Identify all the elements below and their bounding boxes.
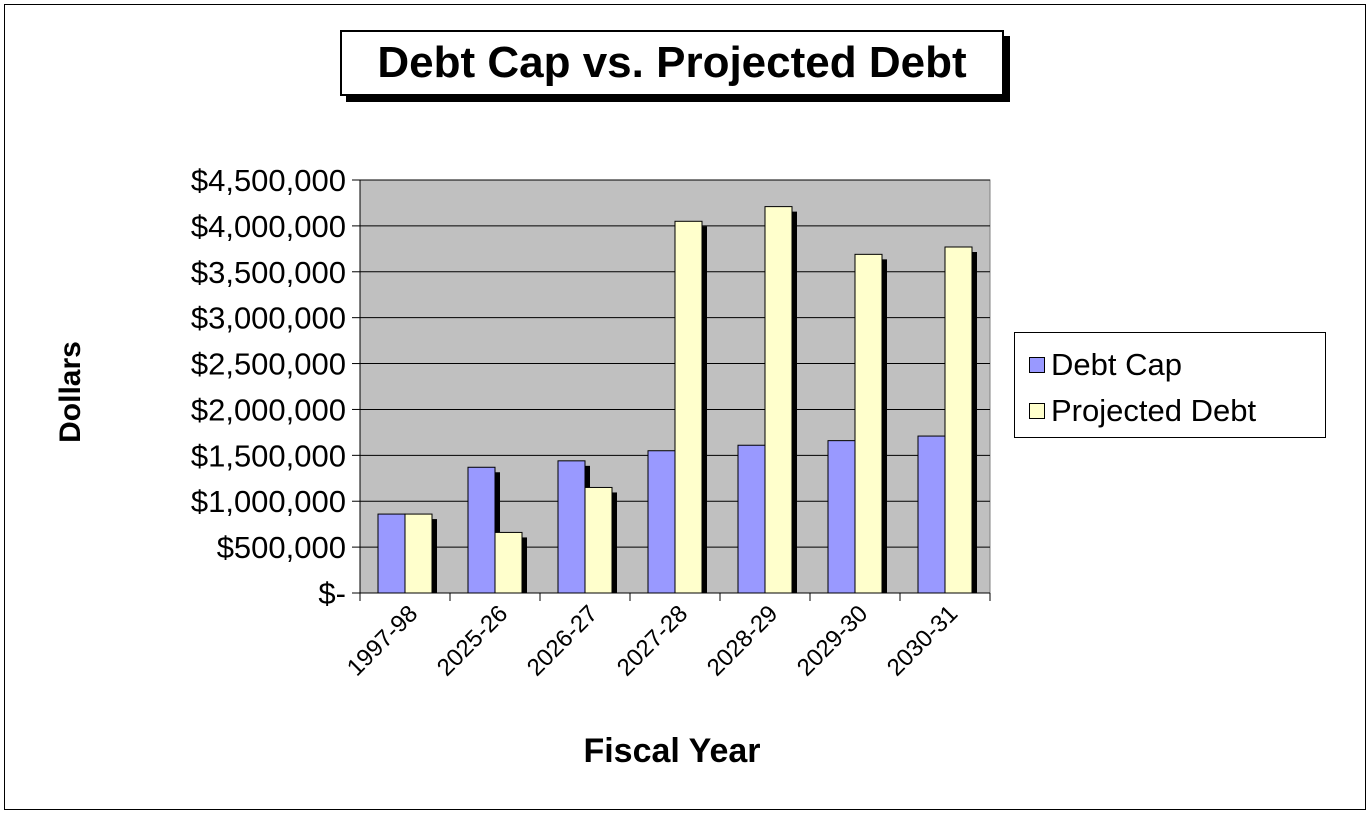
x-tick-label: 2027-28 [612, 600, 693, 681]
x-tick-label: 2028-29 [702, 600, 783, 681]
chart-title: Debt Cap vs. Projected Debt [377, 38, 967, 87]
bar-projected-debt-2028-29 [764, 206, 793, 594]
y-tick-label: $4,000,000 [191, 209, 346, 244]
x-tick-label: 2025-26 [432, 600, 513, 681]
bar-debt-cap-2030-31 [917, 435, 946, 594]
bar-debt-cap-2025-26 [467, 466, 496, 594]
x-axis-label: Fiscal Year [583, 732, 760, 770]
x-tick-label: 1997-98 [342, 600, 423, 681]
bar-projected-debt-2025-26 [494, 531, 523, 594]
x-tick-label: 2026-27 [522, 600, 603, 681]
bar-projected-debt-2029-30 [854, 253, 883, 594]
bar-debt-cap-2027-28 [647, 450, 676, 594]
bar-projected-debt-2030-31 [944, 246, 973, 594]
bar-debt-cap-2028-29 [737, 444, 766, 594]
bar-projected-debt-2027-28 [674, 220, 703, 594]
y-tick-label: $4,500,000 [191, 163, 346, 198]
x-tick-label: 2030-31 [882, 600, 963, 681]
chart-title-box: Debt Cap vs. Projected Debt [340, 30, 1004, 96]
legend-item-projected-debt: Projected Debt [1029, 393, 1256, 429]
y-tick-label: $1,000,000 [191, 484, 346, 519]
x-tick-label: 2029-30 [792, 600, 873, 681]
bar-debt-cap-2026-27 [557, 460, 586, 594]
legend-label-projected-debt: Projected Debt [1051, 393, 1257, 428]
legend-item-debt-cap: Debt Cap [1029, 347, 1182, 383]
y-tick-label: $- [318, 576, 346, 611]
legend-swatch-projected-debt [1029, 403, 1045, 419]
y-tick-label: $3,500,000 [191, 255, 346, 290]
y-tick-label: $2,500,000 [191, 347, 346, 382]
legend: Debt Cap Projected Debt [1014, 332, 1326, 438]
y-tick-label: $3,000,000 [191, 301, 346, 336]
legend-swatch-debt-cap [1029, 357, 1045, 373]
bar-projected-debt-2026-27 [584, 486, 613, 594]
y-tick-label: $500,000 [217, 530, 346, 565]
legend-label-debt-cap: Debt Cap [1051, 347, 1182, 382]
bar-debt-cap-2029-30 [827, 440, 856, 594]
bar-projected-debt-1997-98 [404, 513, 433, 594]
bar-debt-cap-1997-98 [377, 513, 406, 594]
y-tick-label: $1,500,000 [191, 438, 346, 473]
y-tick-label: $2,000,000 [191, 392, 346, 427]
y-axis-label: Dollars [54, 341, 87, 443]
